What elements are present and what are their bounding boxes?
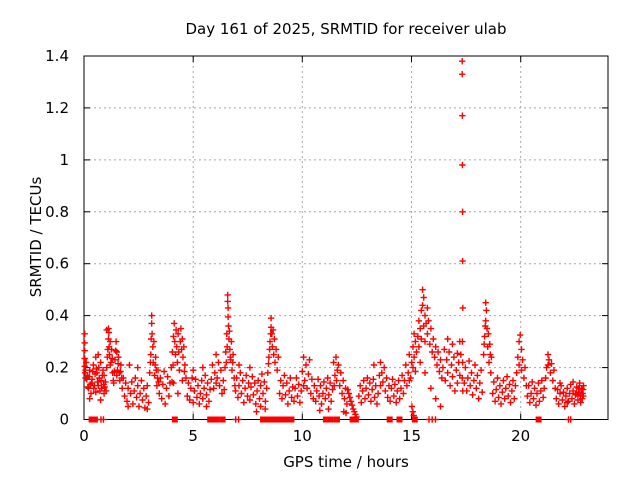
zero-flag-square <box>386 416 393 423</box>
x-axis-title: GPS time / hours <box>283 453 409 471</box>
zero-flag-square <box>275 416 282 423</box>
zero-flag-square <box>91 416 98 423</box>
x-tick-label: 20 <box>511 427 530 445</box>
y-tick-label: 0.6 <box>45 255 69 273</box>
zero-flag-square <box>322 416 329 423</box>
zero-flag-square <box>279 416 285 423</box>
zero-flag-square <box>207 416 214 423</box>
zero-flag-square <box>213 416 220 423</box>
zero-flag-square <box>288 416 295 423</box>
grid-lines <box>84 56 608 420</box>
y-tick-label: 0.2 <box>45 359 69 377</box>
zero-flag-square <box>334 416 340 423</box>
zero-flag-square <box>349 416 356 423</box>
x-tick-label: 10 <box>293 427 312 445</box>
chart-title: Day 161 of 2025, SRMTID for receiver ula… <box>185 20 507 38</box>
zero-flag-square <box>411 416 418 423</box>
zero-flag-square <box>396 416 403 423</box>
border-rect <box>83 55 609 420</box>
zero-flag-square <box>171 416 178 423</box>
zero-flag-square <box>535 416 542 423</box>
y-tick-label: 0.8 <box>45 203 69 221</box>
x-tick-label: 0 <box>79 427 89 445</box>
y-tick-label: 1 <box>59 151 69 169</box>
zero-flag-square <box>269 416 276 423</box>
y-tick-labels: 0 0.2 0.4 0.6 0.8 1 1.2 1.4 <box>45 47 69 429</box>
series-zero-flags <box>88 416 542 423</box>
zero-flag-square <box>283 416 290 423</box>
x-tick-labels: 0 5 10 15 20 <box>79 427 530 445</box>
x-tick-label: 15 <box>402 427 421 445</box>
zero-flag-square <box>210 416 217 423</box>
y-tick-label: 0.4 <box>45 307 69 325</box>
axis-ticks <box>83 55 608 420</box>
series-srmtid <box>81 58 587 423</box>
x-tick-label: 5 <box>188 427 198 445</box>
y-tick-label: 1.4 <box>45 47 69 65</box>
zero-flag-square <box>88 416 95 423</box>
zero-flag-square <box>352 416 359 423</box>
plot-border <box>83 55 609 420</box>
zero-flag-square <box>327 416 334 423</box>
zero-flag-square <box>265 416 272 423</box>
zero-flag-square <box>219 416 226 423</box>
y-tick-label: 1.2 <box>45 99 69 117</box>
zero-flag-square <box>260 416 266 423</box>
srmtid-points-path <box>81 58 587 423</box>
y-tick-label: 0 <box>59 411 69 429</box>
